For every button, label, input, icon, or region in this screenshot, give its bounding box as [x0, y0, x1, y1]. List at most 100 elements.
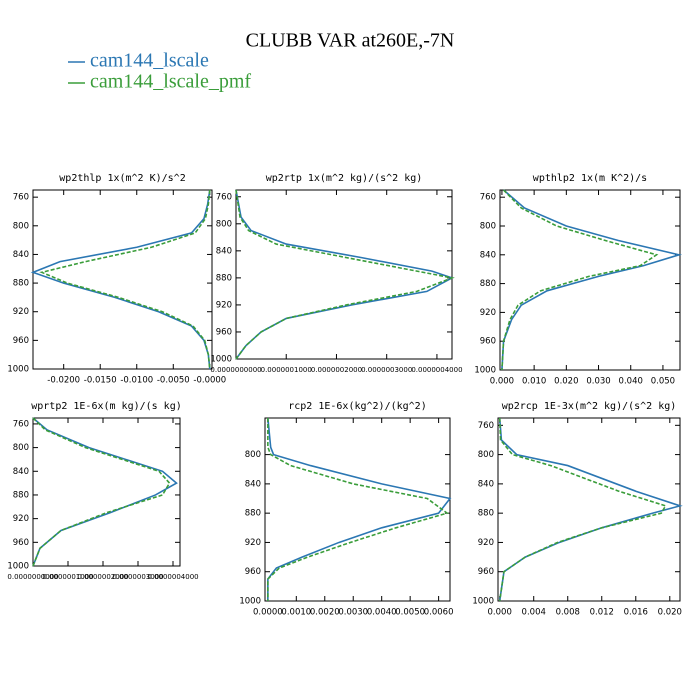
x-tick-label: -0.0100 [120, 376, 153, 386]
y-tick-label: 960 [13, 538, 29, 548]
panel-title: wp2thlp 1x(m^2 K)/s^2 [59, 173, 185, 184]
x-tick-label: 0.0010 [281, 608, 311, 618]
y-tick-label: 800 [480, 222, 496, 232]
profile-line [235, 189, 455, 360]
y-tick-label: 880 [13, 490, 29, 500]
y-tick-label: 1000 [210, 355, 232, 365]
page-title: CLUBB VAR at260E,-7N [246, 30, 455, 52]
plot-frame [235, 189, 453, 360]
x-tick-label: 0.020 [554, 377, 578, 387]
x-tick-label: 0.0000 [253, 608, 283, 618]
y-tick-label: 1000 [7, 365, 29, 375]
profile-line [39, 189, 211, 370]
x-tick-label: 0.010 [522, 377, 546, 387]
y-tick-label: 880 [480, 279, 496, 289]
x-tick-label: 0.0030 [338, 608, 368, 618]
x-tick-label: 0.040 [619, 377, 643, 387]
x-tick-label: 0.0020 [310, 608, 340, 618]
plot-frame [497, 417, 681, 602]
x-tick-label: 0.0000004000 [147, 573, 198, 581]
y-tick-label: 920 [13, 307, 29, 317]
x-tick-label: 0.016 [624, 608, 648, 618]
panel-title: wpthlp2 1x(m K^2)/s [533, 173, 647, 184]
profile-line [498, 417, 667, 602]
x-tick-label: 0.0000001000 [261, 366, 312, 374]
y-tick-label: 840 [245, 479, 261, 489]
x-tick-label: 0.0000002000 [311, 366, 362, 374]
x-tick-label: 0.020 [658, 608, 682, 618]
y-tick-label: 760 [13, 193, 29, 203]
y-tick-label: 840 [13, 250, 29, 260]
x-tick-label: 0.0000002000 [77, 573, 128, 581]
y-tick-label: 880 [245, 509, 261, 519]
x-tick-label: -0.0200 [47, 376, 80, 386]
profile-line [267, 418, 449, 601]
x-tick-label: 0.0040 [367, 608, 397, 618]
y-tick-label: 800 [216, 219, 232, 229]
y-tick-label: 1000 [7, 562, 29, 572]
x-tick-label: 0.0060 [424, 608, 454, 618]
profile-line [32, 417, 178, 567]
profile-line [235, 189, 455, 360]
y-tick-label: 1000 [239, 597, 261, 607]
plot-frame [32, 417, 181, 567]
plot-frame [32, 189, 213, 370]
y-tick-label: 960 [13, 336, 29, 346]
profile-line [267, 417, 452, 601]
x-tick-label: 0.008 [556, 608, 580, 618]
y-tick-label: 840 [216, 246, 232, 256]
x-tick-label: 0.0050 [395, 608, 425, 618]
y-tick-label: 840 [13, 467, 29, 477]
plot-frame [264, 417, 451, 602]
y-tick-label: 880 [216, 273, 232, 283]
x-tick-label: -0.0050 [157, 376, 190, 386]
x-tick-label: 0.004 [522, 608, 546, 618]
x-tick-label: 0.050 [651, 377, 675, 387]
x-tick-label: -0.0000 [193, 376, 226, 386]
profile-line [501, 189, 659, 371]
y-tick-label: 880 [13, 279, 29, 289]
x-tick-label: 0.0000003000 [361, 366, 412, 374]
panel-title: wprtp2 1E-6x(m kg)/(s kg) [31, 401, 182, 412]
x-tick-label: 0.012 [590, 608, 614, 618]
x-tick-label: 0.0000001000 [42, 573, 93, 581]
profile-line [32, 417, 171, 567]
panel-title: wp2rtp 1x(m^2 kg)/(s^2 kg) [266, 173, 423, 184]
y-tick-label: 880 [478, 509, 494, 519]
y-tick-label: 960 [480, 337, 496, 347]
legend-label: cam144_lscale_pmf [90, 71, 251, 93]
profile-line [498, 417, 683, 602]
y-tick-label: 760 [478, 421, 494, 431]
y-tick-label: 840 [478, 479, 494, 489]
profile-line [501, 189, 683, 371]
y-tick-label: 920 [245, 538, 261, 548]
x-tick-label: 0.030 [586, 377, 610, 387]
y-tick-label: 920 [478, 538, 494, 548]
x-tick-label: 0.0000003000 [112, 573, 163, 581]
x-tick-label: 0.000 [490, 377, 514, 387]
legend-label: cam144_lscale [90, 50, 209, 72]
y-tick-label: 920 [480, 308, 496, 318]
y-tick-label: 960 [478, 567, 494, 577]
y-tick-label: 800 [13, 443, 29, 453]
y-tick-label: 920 [216, 300, 232, 310]
y-tick-label: 1000 [474, 366, 496, 376]
x-tick-label: 0.000 [488, 608, 512, 618]
y-tick-label: 920 [13, 514, 29, 524]
y-tick-label: 800 [478, 450, 494, 460]
y-tick-label: 960 [216, 327, 232, 337]
y-tick-label: 840 [480, 250, 496, 260]
x-tick-label: -0.0150 [84, 376, 117, 386]
y-tick-label: 960 [245, 567, 261, 577]
x-tick-label: 0.0000004000 [411, 366, 462, 374]
plot-frame [499, 189, 681, 371]
panel-title: rcp2 1E-6x(kg^2)/(kg^2) [288, 401, 426, 412]
y-tick-label: 760 [480, 193, 496, 203]
y-tick-label: 760 [216, 192, 232, 202]
y-tick-label: 1000 [472, 597, 494, 607]
x-tick-label: 0.0000000000 [7, 573, 58, 581]
panel-title: wp2rcp 1E-3x(m^2 kg)/(s^2 kg) [502, 401, 677, 412]
y-tick-label: 760 [13, 419, 29, 429]
x-tick-label: 0.0000000000 [210, 366, 261, 374]
